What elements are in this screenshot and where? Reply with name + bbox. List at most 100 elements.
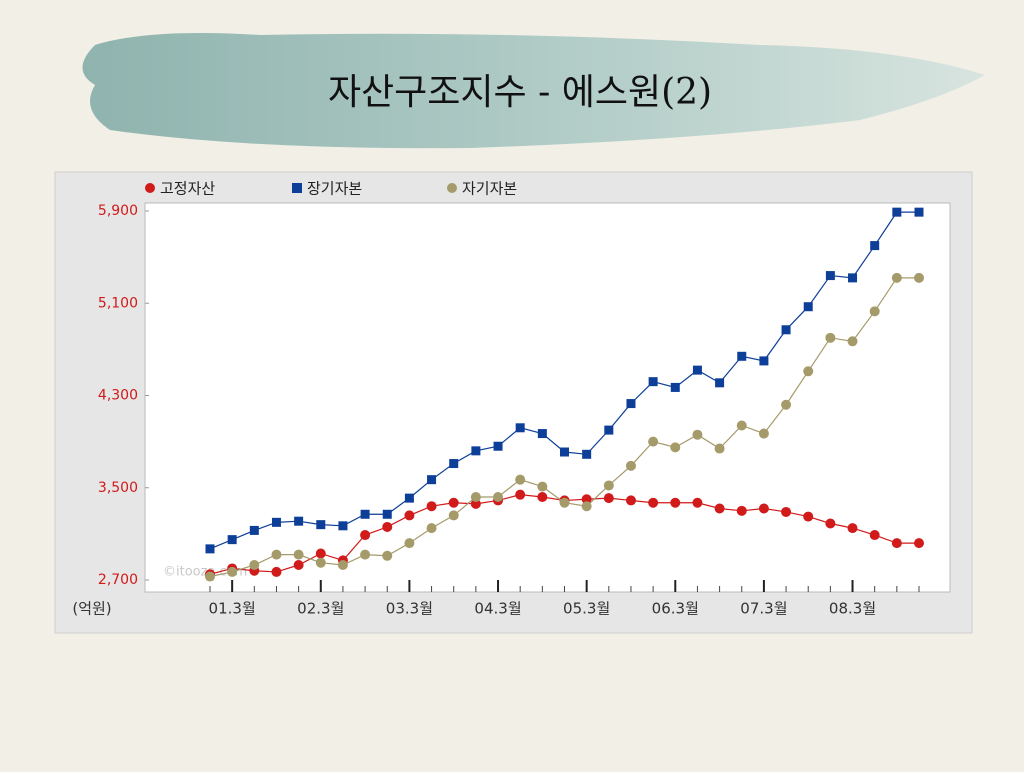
point [582,449,592,459]
point [848,273,858,283]
legend-swatch [145,183,155,193]
point [515,423,525,433]
point [715,378,725,388]
slide-title: 자산구조지수 - 에스원(2) [328,72,712,113]
point [227,566,238,577]
point [759,356,769,366]
point [692,365,702,375]
x-tick-label: 08.3월 [829,600,876,618]
y-tick-label: 5,100 [98,295,138,311]
unit-label: (억원) [72,600,111,618]
point [847,523,858,534]
x-tick-label: 02.3월 [297,600,344,618]
point [581,494,592,505]
point [892,207,902,217]
point [360,549,371,560]
point [758,428,769,439]
point [271,549,282,560]
point [360,509,370,519]
point [825,271,835,281]
point [604,425,614,435]
x-tick-label: 01.3월 [209,600,256,618]
point [515,474,526,485]
point [470,498,481,509]
point [293,560,304,571]
point [781,325,791,335]
point [781,399,792,410]
point [470,491,481,502]
point [781,506,792,517]
point [338,521,348,531]
y-tick-label: 4,300 [98,388,138,404]
point [692,497,703,508]
legend-swatch [292,183,302,193]
point [869,530,880,541]
point [560,447,569,457]
point [714,503,725,514]
point [426,501,437,512]
point [537,491,548,502]
point [825,332,836,343]
point [249,525,259,535]
point [271,566,282,577]
point [914,272,924,283]
point [537,481,548,492]
point [537,429,547,439]
y-tick-label: 3,500 [98,480,138,496]
legend-label: 고정자산 [160,180,215,198]
point [803,511,814,522]
point [227,535,237,545]
point [315,557,326,568]
point [559,497,570,508]
point [914,538,924,549]
chart: 2,700 3,500 4,300 5,100 5,900 01.3월 02.3월 03.3월… [98,180,924,618]
y-tick-label: 2,700 [98,572,138,588]
legend-label: 장기자본 [307,180,362,198]
point [648,497,659,508]
point [271,517,281,527]
point [648,377,658,387]
point [648,436,659,447]
point [914,207,924,217]
x-tick-label: 05.3월 [563,600,610,618]
point [382,521,393,532]
point [493,441,503,451]
point [869,306,880,317]
legend-swatch [447,183,457,193]
point [825,518,836,529]
point [603,480,614,491]
point [758,503,769,514]
point [426,523,437,534]
x-tick-label: 03.3월 [386,600,433,618]
point [626,399,636,409]
legend-label: 자기자본 [462,180,517,198]
point [205,571,215,582]
point [448,510,459,521]
point [360,530,371,541]
x-tick-label: 04.3월 [474,600,521,618]
point [870,241,880,251]
point [493,491,504,502]
point [316,520,326,530]
point [603,493,614,504]
point [670,382,680,392]
point [692,429,703,440]
point [736,420,747,431]
point [294,516,304,526]
point [515,489,526,500]
x-tick-label: 06.3월 [652,600,699,618]
point [404,493,414,503]
point [315,548,326,559]
point [736,505,747,516]
point [803,366,814,377]
point [205,544,215,554]
point [581,501,592,512]
title-brush [82,32,985,149]
watermark: ©itooza.com [163,565,247,580]
point [382,509,392,519]
point [404,538,415,549]
point [625,460,636,471]
point [293,549,304,560]
point [803,302,813,312]
